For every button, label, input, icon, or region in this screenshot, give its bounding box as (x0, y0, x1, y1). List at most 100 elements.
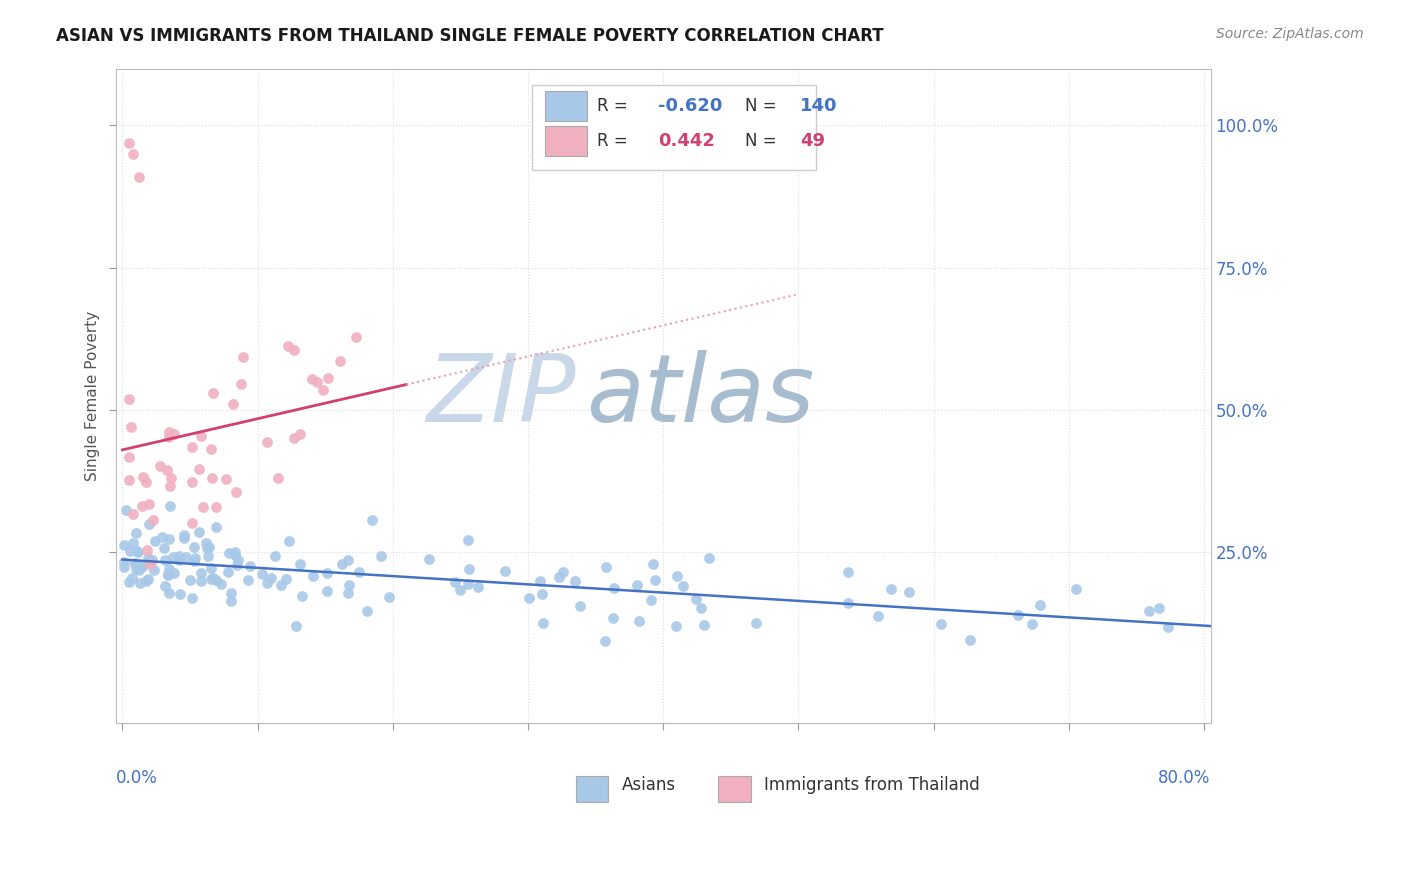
Point (643, 557, 665, 571)
Point (628, 614, 651, 628)
Point (1028, 598, 1050, 612)
Point (136, 550, 159, 565)
Point (190, 566, 212, 580)
Point (124, 557, 146, 571)
Point (131, 558, 153, 572)
Point (136, 572, 159, 586)
Point (163, 426, 186, 441)
Point (221, 586, 243, 600)
Point (204, 520, 226, 534)
FancyBboxPatch shape (546, 92, 586, 121)
Point (377, 590, 399, 604)
Text: R =: R = (598, 97, 634, 115)
Point (217, 565, 239, 579)
Point (127, 544, 149, 558)
Point (263, 549, 285, 563)
Text: 0.442: 0.442 (658, 132, 714, 150)
Text: R =: R = (598, 132, 638, 150)
Point (157, 430, 180, 444)
Point (602, 611, 624, 625)
Point (685, 592, 707, 607)
Text: 49: 49 (800, 132, 825, 150)
Point (467, 580, 489, 594)
Point (125, 544, 148, 558)
Point (595, 559, 617, 574)
Point (530, 587, 553, 601)
Point (122, 508, 145, 522)
Point (135, 543, 157, 558)
Point (120, 544, 142, 558)
Point (671, 579, 693, 593)
Point (315, 566, 337, 580)
Point (270, 578, 292, 592)
Point (163, 566, 186, 580)
Point (157, 562, 180, 576)
Point (665, 619, 688, 633)
Point (868, 609, 890, 624)
Point (548, 569, 571, 583)
Point (307, 375, 329, 389)
Text: -0.620: -0.620 (658, 97, 723, 115)
Point (236, 574, 259, 588)
Point (1064, 582, 1087, 596)
Point (128, 563, 150, 577)
Point (1147, 601, 1170, 615)
Point (183, 550, 205, 565)
Point (266, 471, 288, 485)
Point (626, 577, 648, 591)
Point (697, 550, 720, 565)
Point (959, 633, 981, 648)
Point (418, 552, 440, 566)
Point (284, 619, 307, 633)
Point (181, 475, 204, 489)
Point (135, 574, 157, 589)
Point (449, 582, 471, 597)
Point (188, 462, 211, 476)
Point (156, 566, 179, 581)
Point (1157, 619, 1180, 633)
Point (260, 571, 283, 585)
FancyBboxPatch shape (575, 776, 609, 802)
Point (458, 562, 481, 576)
Point (232, 351, 254, 365)
Point (457, 533, 479, 548)
Point (138, 497, 160, 511)
Point (226, 552, 249, 566)
Point (330, 557, 353, 571)
Point (283, 432, 305, 446)
FancyBboxPatch shape (718, 776, 751, 802)
Point (156, 463, 179, 477)
Point (150, 530, 173, 544)
Point (200, 572, 222, 586)
Point (316, 371, 339, 385)
Point (160, 471, 183, 485)
Text: 0.0%: 0.0% (115, 769, 157, 787)
Point (205, 500, 228, 514)
Point (278, 533, 301, 548)
Point (200, 442, 222, 457)
Point (112, 555, 135, 569)
Point (153, 579, 176, 593)
Point (169, 549, 191, 563)
Point (202, 571, 225, 585)
Point (125, 562, 148, 576)
Point (929, 616, 952, 631)
Point (443, 574, 465, 589)
Point (167, 553, 190, 567)
Point (250, 566, 273, 581)
Point (219, 594, 242, 608)
Point (181, 516, 204, 531)
Point (179, 573, 201, 587)
Point (211, 577, 233, 591)
Point (218, 546, 240, 560)
Point (118, 450, 141, 465)
Point (494, 564, 516, 578)
Point (224, 548, 246, 562)
Point (173, 531, 195, 545)
Point (169, 587, 191, 601)
Point (149, 459, 172, 474)
Point (157, 568, 180, 582)
Point (143, 534, 166, 549)
Point (283, 343, 305, 358)
Point (122, 536, 145, 550)
